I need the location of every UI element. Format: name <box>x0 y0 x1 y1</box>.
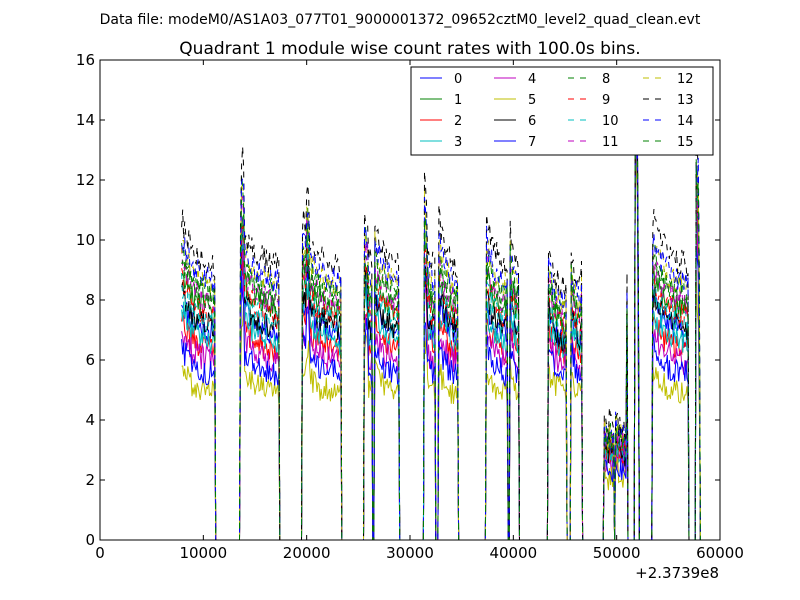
data-file-suptitle: Data file: modeM0/AS1A03_077T01_90000013… <box>100 12 701 28</box>
y-tick-label: 10 <box>76 231 95 249</box>
x-offset-label: +2.3739e8 <box>635 564 719 582</box>
legend-label-14: 14 <box>677 114 694 129</box>
legend-label-7: 7 <box>528 135 536 150</box>
x-tick-label: 0 <box>95 544 105 562</box>
legend-label-4: 4 <box>528 72 536 87</box>
legend-label-0: 0 <box>454 72 462 87</box>
x-tick-label: 60000 <box>696 544 744 562</box>
series-line-module-15 <box>181 113 720 541</box>
y-tick-label: 6 <box>85 351 95 369</box>
y-tick-label: 12 <box>76 171 95 189</box>
legend-frame <box>410 66 714 156</box>
legend-label-2: 2 <box>454 114 462 129</box>
legend-label-6: 6 <box>528 114 536 129</box>
x-tick-label: 10000 <box>179 544 227 562</box>
chart-title: Quadrant 1 module wise count rates with … <box>179 39 640 59</box>
legend-label-5: 5 <box>528 93 536 108</box>
legend-label-10: 10 <box>602 114 619 129</box>
y-tick-label: 8 <box>85 291 95 309</box>
series-line-module-10 <box>181 113 720 541</box>
x-tick-label: 40000 <box>489 544 537 562</box>
legend-label-13: 13 <box>677 93 694 108</box>
legend-label-8: 8 <box>602 72 610 87</box>
legend-label-3: 3 <box>454 135 462 150</box>
y-tick-label: 14 <box>76 111 95 129</box>
x-axis: 0 10000 20000 30000 40000 50000 60000 <box>95 60 744 562</box>
legend-label-12: 12 <box>677 72 694 87</box>
x-tick-label: 20000 <box>283 544 331 562</box>
legend-label-11: 11 <box>602 135 619 150</box>
y-tick-label: 4 <box>85 411 95 429</box>
legend-label-15: 15 <box>677 135 694 150</box>
series-line-module-12 <box>181 113 720 541</box>
y-tick-label: 16 <box>76 51 95 69</box>
x-tick-label: 50000 <box>593 544 641 562</box>
y-tick-label: 0 <box>85 531 95 549</box>
x-tick-label: 30000 <box>386 544 434 562</box>
legend-label-9: 9 <box>602 93 610 108</box>
y-tick-label: 2 <box>85 471 95 489</box>
legend-label-1: 1 <box>454 93 462 108</box>
series-line-module-14 <box>181 113 720 541</box>
